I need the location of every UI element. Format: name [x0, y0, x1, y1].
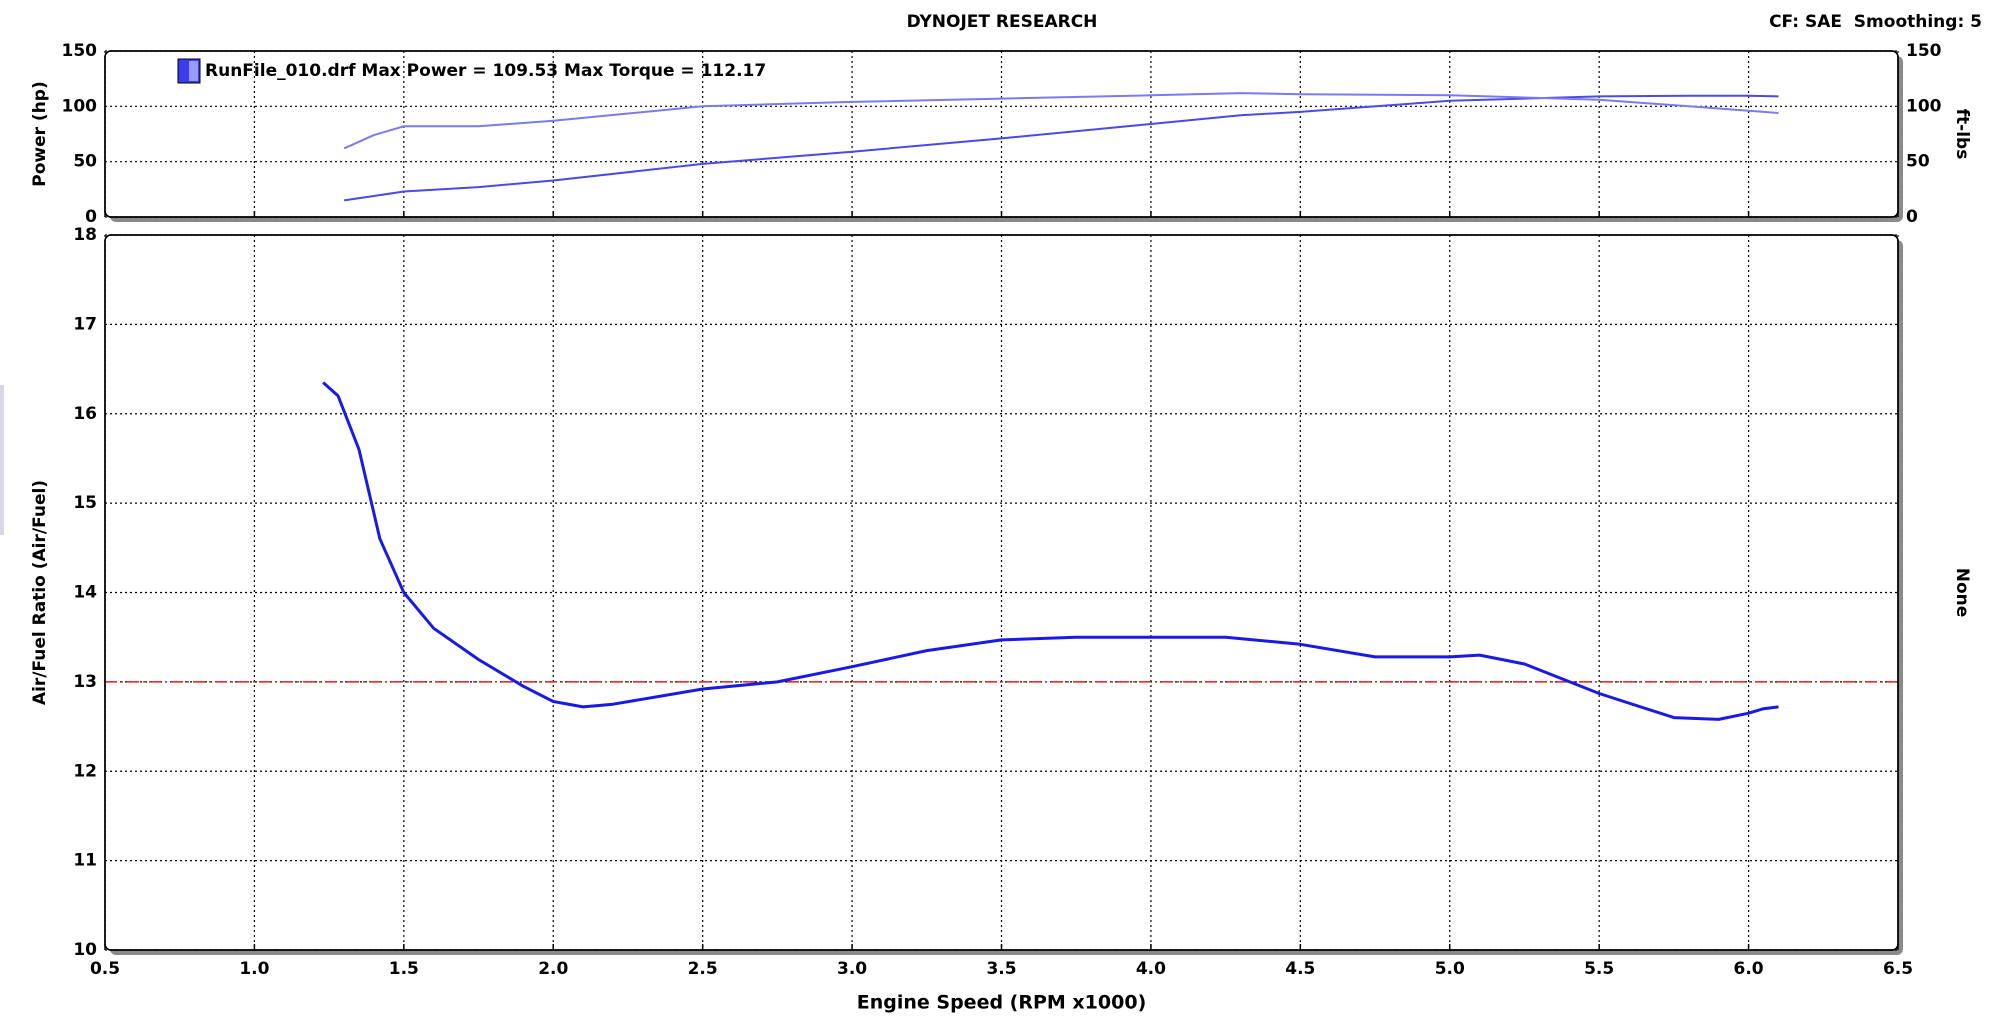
y-tick-label: 150 — [62, 41, 98, 61]
y-axis-title: Power (hp) — [30, 81, 50, 187]
y-tick-label: 11 — [73, 851, 97, 871]
x-tick-label: 2.5 — [688, 959, 718, 979]
x-tick-label: 6.5 — [1883, 959, 1913, 979]
y-tick-label: 12 — [73, 761, 97, 781]
plot-border — [104, 234, 1899, 951]
legend-swatch-inner — [189, 61, 198, 81]
x-tick-label: 1.0 — [239, 959, 269, 979]
data-line — [322, 381, 1779, 721]
y-tick-label: 17 — [73, 314, 97, 334]
y-tick-label: 10 — [73, 940, 97, 960]
y-tick-label: 15 — [73, 493, 97, 513]
settings-info: CF: SAE Smoothing: 5 — [1769, 12, 1982, 32]
x-axis-title: Engine Speed (RPM x1000) — [857, 992, 1147, 1014]
y2-tick-label: 0 — [1906, 207, 1918, 227]
data-line — [343, 92, 1779, 150]
y-tick-label: 16 — [73, 404, 97, 424]
y-tick-label: 50 — [73, 152, 97, 172]
y-axis-title: Air/Fuel Ratio (Air/Fuel) — [30, 480, 50, 705]
y-tick-label: 13 — [73, 672, 97, 692]
x-tick-label: 0.5 — [90, 959, 120, 979]
x-tick-label: 1.5 — [389, 959, 419, 979]
x-tick-label: 5.0 — [1435, 959, 1465, 979]
y-tick-label: 100 — [62, 96, 98, 116]
y2-tick-label: 150 — [1906, 41, 1942, 61]
y-tick-label: 18 — [73, 225, 97, 245]
legend-label: RunFile_010.drf Max Power = 109.53 Max T… — [205, 61, 766, 81]
side-handle — [0, 385, 4, 535]
y2-tick-label: 100 — [1906, 96, 1942, 116]
x-tick-label: 3.5 — [986, 959, 1016, 979]
x-tick-label: 6.0 — [1734, 959, 1764, 979]
plot-border — [104, 50, 1899, 218]
y2-axis-title: ft-lbs — [1952, 109, 1972, 160]
data-line — [343, 94, 1779, 202]
x-tick-label: 4.0 — [1136, 959, 1166, 979]
x-tick-label: 2.0 — [538, 959, 568, 979]
y-tick-label: 14 — [73, 583, 97, 603]
x-tick-label: 5.5 — [1584, 959, 1614, 979]
y2-tick-label: 50 — [1906, 152, 1930, 172]
y-tick-label: 0 — [85, 207, 97, 227]
x-tick-label: 4.5 — [1285, 959, 1315, 979]
app-title: DYNOJET RESEARCH — [907, 12, 1098, 32]
x-tick-label: 3.0 — [837, 959, 867, 979]
y2-axis-title: None — [1952, 568, 1972, 618]
